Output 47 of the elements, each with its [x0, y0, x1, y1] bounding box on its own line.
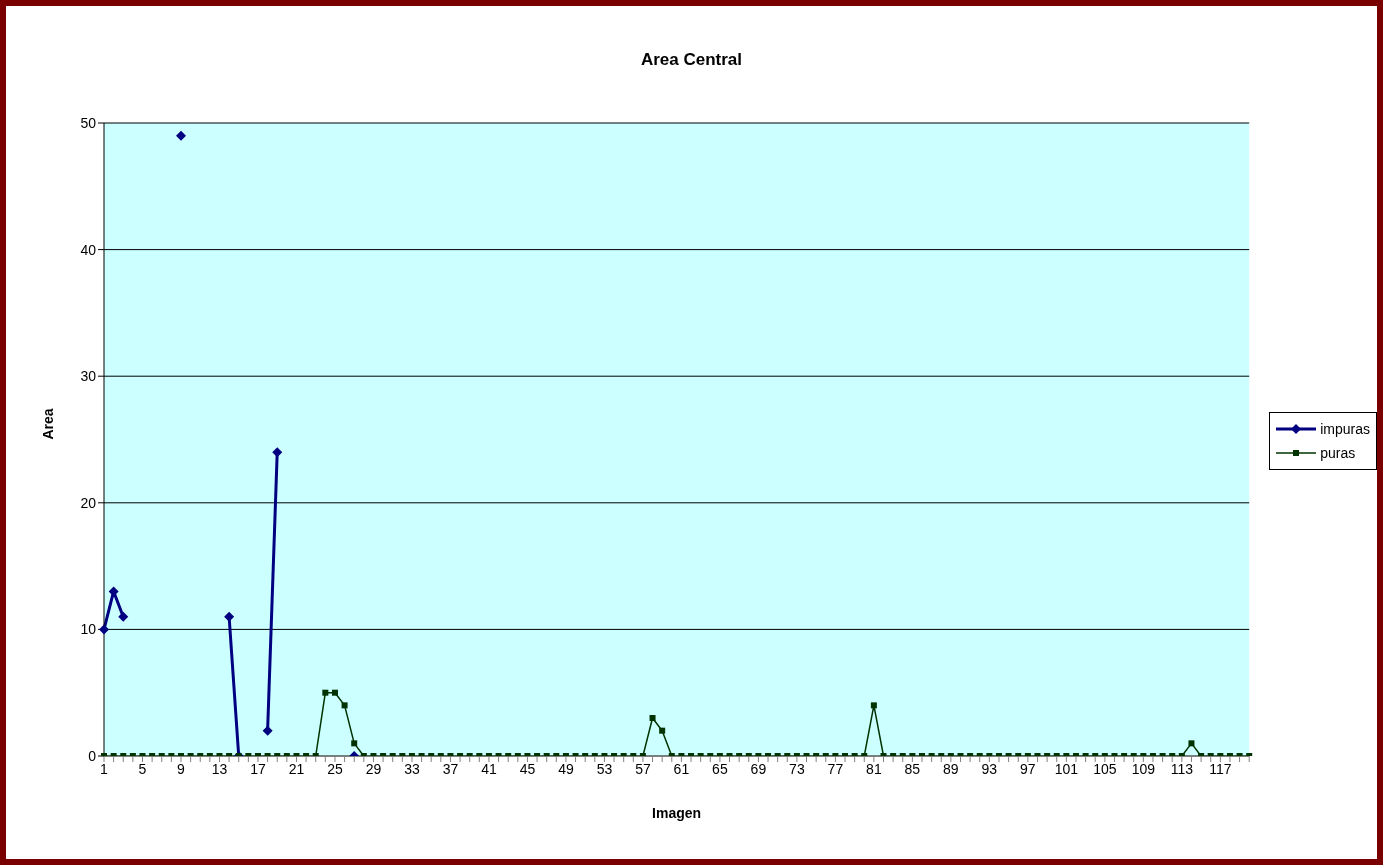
x-tick-label: 57 [635, 760, 651, 777]
y-axis-title: Area [39, 408, 56, 440]
x-tick-label: 93 [981, 760, 998, 777]
point [175, 130, 186, 141]
x-tick-label: 77 [827, 760, 844, 777]
x-tick-label: 5 [138, 760, 147, 777]
x-tick-label: 65 [712, 760, 728, 777]
chart-title: Area Central [639, 50, 744, 70]
x-tick-label: 53 [596, 760, 613, 777]
y-tick-label: 50 [80, 114, 97, 131]
x-tick-label: 109 [1131, 760, 1156, 777]
legend-label: puras [1320, 445, 1356, 461]
x-tick-label: 69 [750, 760, 767, 777]
x-tick-label: 105 [1093, 760, 1117, 777]
point [224, 611, 235, 622]
point [108, 586, 119, 597]
x-tick-label: 61 [673, 760, 690, 777]
legend-label: impuras [1320, 421, 1370, 437]
x-tick-label: 13 [211, 760, 228, 777]
x-tick-label: 25 [327, 760, 343, 777]
y-tick-label: 20 [80, 494, 97, 511]
x-tick-label: 9 [177, 760, 186, 777]
y-tick-label: 10 [80, 621, 97, 638]
x-tick-label: 21 [288, 760, 305, 777]
x-axis-title: Imagen [652, 805, 702, 821]
x-tick-label: 117 [1209, 760, 1232, 777]
x-tick-label: 49 [558, 760, 574, 777]
x-tick-label: 29 [365, 760, 382, 777]
x-tick-label: 81 [866, 760, 882, 777]
point [272, 447, 283, 458]
y-tick-label: 40 [80, 241, 97, 258]
x-tick-label: 1 [100, 760, 109, 777]
x-tick-label: 45 [519, 760, 536, 777]
x-tick-label: 17 [250, 760, 266, 777]
x-tick-label: 101 [1054, 760, 1079, 777]
y-tick-label: 30 [80, 368, 97, 385]
point [118, 611, 129, 622]
x-tick-label: 33 [404, 760, 420, 777]
x-tick-label: 113 [1170, 760, 1194, 777]
x-tick-label: 85 [904, 760, 921, 777]
point [262, 725, 273, 736]
x-tick-label: 97 [1020, 760, 1036, 777]
y-tick-label: 0 [88, 747, 97, 764]
x-tick-label: 89 [943, 760, 959, 777]
x-tick-label: 41 [481, 760, 497, 777]
x-tick-label: 73 [789, 760, 805, 777]
x-tick-label: 37 [442, 760, 459, 777]
